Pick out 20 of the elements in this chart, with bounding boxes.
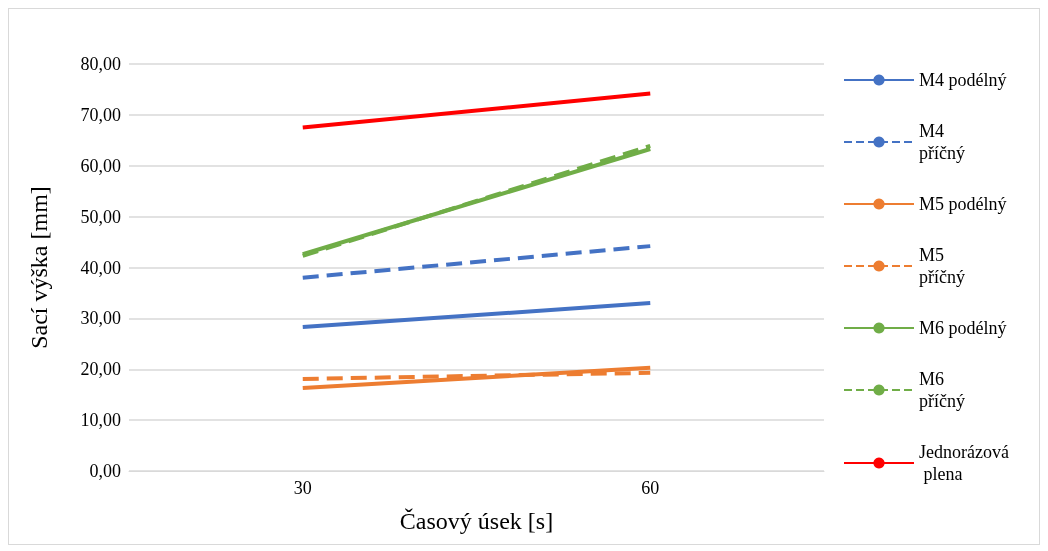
y-tick-label: 0,00 — [89, 461, 121, 481]
y-tick-label: 30,00 — [80, 308, 121, 329]
legend-label: M4 příčný — [919, 121, 965, 163]
y-tick-label: 40,00 — [80, 257, 121, 278]
y-tick-label: 60,00 — [80, 155, 121, 176]
legend-label: M6 příčný — [919, 369, 965, 411]
x-axis-title: Časový úsek [s] — [399, 508, 554, 534]
y-tick-label: 80,00 — [80, 54, 121, 74]
x-tick-label: 60 — [641, 478, 660, 498]
y-tick-label: 50,00 — [80, 206, 121, 227]
y-axis-title: Sací výška [mm] — [26, 186, 52, 349]
legend-label: Jednorázová plena — [919, 442, 1009, 484]
legend-label: M5 podélný — [919, 194, 1007, 214]
legend-label: M5 příčný — [919, 245, 965, 287]
legend-label: M6 podélný — [919, 318, 1007, 338]
y-tick-label: 10,00 — [80, 410, 121, 431]
legend-label: M4 podélný — [919, 70, 1007, 90]
y-tick-label: 70,00 — [80, 104, 121, 125]
y-tick-label: 20,00 — [80, 359, 121, 380]
x-tick-label: 30 — [293, 478, 312, 498]
